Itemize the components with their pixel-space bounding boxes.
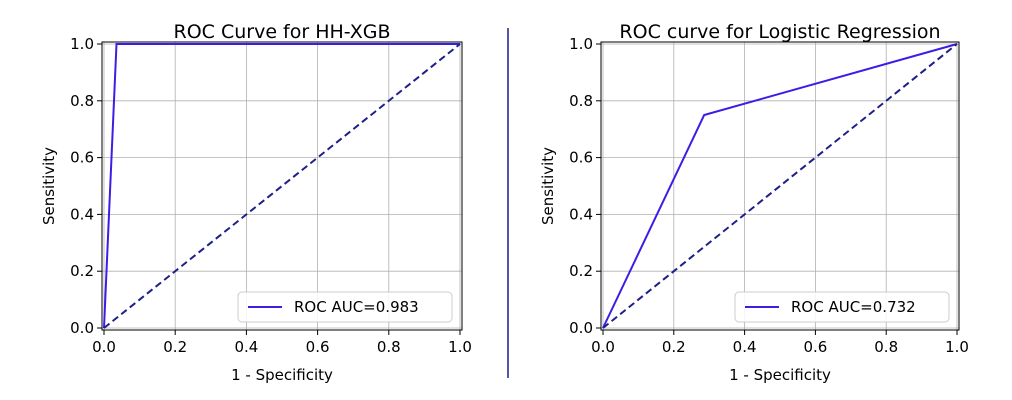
chart-panel-2: ROC curve for Logistic Regression 0.0 0.2 0… [539, 21, 969, 384]
x-tick-label: 0.0 [591, 338, 615, 356]
x-tick-label: 0.0 [92, 338, 116, 356]
y-axis-label: Sensitivity [539, 147, 557, 225]
x-tick-label: 0.2 [662, 338, 686, 356]
x-tick-label: 0.6 [803, 338, 827, 356]
x-tick-label: 0.8 [377, 338, 401, 356]
y-tick-label: 0.0 [70, 319, 94, 337]
chance-line [103, 43, 461, 329]
y-tick-label: 0.2 [569, 262, 593, 280]
y-tick-label: 0.8 [569, 92, 593, 110]
x-tick-label: 0.8 [874, 338, 898, 356]
roc-curve-line [602, 43, 958, 329]
y-tick-label: 0.8 [70, 92, 94, 110]
legend-box [237, 291, 453, 323]
x-tick-label: 1.0 [945, 338, 969, 356]
y-tick-label: 0.6 [569, 149, 593, 167]
y-tick-label: 0.6 [70, 149, 94, 167]
chart-title: ROC curve for Logistic Regression [619, 21, 940, 43]
y-axis-label: Sensitivity [40, 147, 58, 225]
grid [601, 42, 959, 330]
y-tick-label: 0.4 [70, 205, 94, 223]
chance-line [602, 43, 958, 329]
legend: ROC AUC=0.983 [237, 291, 453, 323]
y-tick-label: 1.0 [70, 35, 94, 53]
x-tick-label: 0.4 [234, 338, 258, 356]
x-tick-label: 0.4 [733, 338, 757, 356]
x-tick-label: 0.6 [306, 338, 330, 356]
y-tick-label: 0.2 [70, 262, 94, 280]
legend-box [734, 291, 950, 323]
x-axis-label: 1 - Specificity [231, 366, 333, 384]
legend-label: ROC AUC=0.732 [791, 298, 916, 316]
legend: ROC AUC=0.732 [734, 291, 950, 323]
x-tick-label: 0.2 [163, 338, 187, 356]
x-tick-label: 1.0 [448, 338, 472, 356]
y-tick-label: 0.4 [569, 205, 593, 223]
plot-frame [101, 41, 463, 331]
y-tick-label: 1.0 [569, 35, 593, 53]
chart-title: ROC Curve for HH-XGB [174, 21, 391, 43]
x-axis-label: 1 - Specificity [729, 366, 831, 384]
plot-frame [600, 41, 960, 331]
chart-panel-1: ROC Curve for HH-XGB 0.0 0.2 0.4 0.6 0.8 1.0 0.… [40, 21, 472, 384]
roc-curve-line [103, 43, 460, 329]
y-tick-label: 0.0 [569, 319, 593, 337]
legend-label: ROC AUC=0.983 [294, 298, 419, 316]
